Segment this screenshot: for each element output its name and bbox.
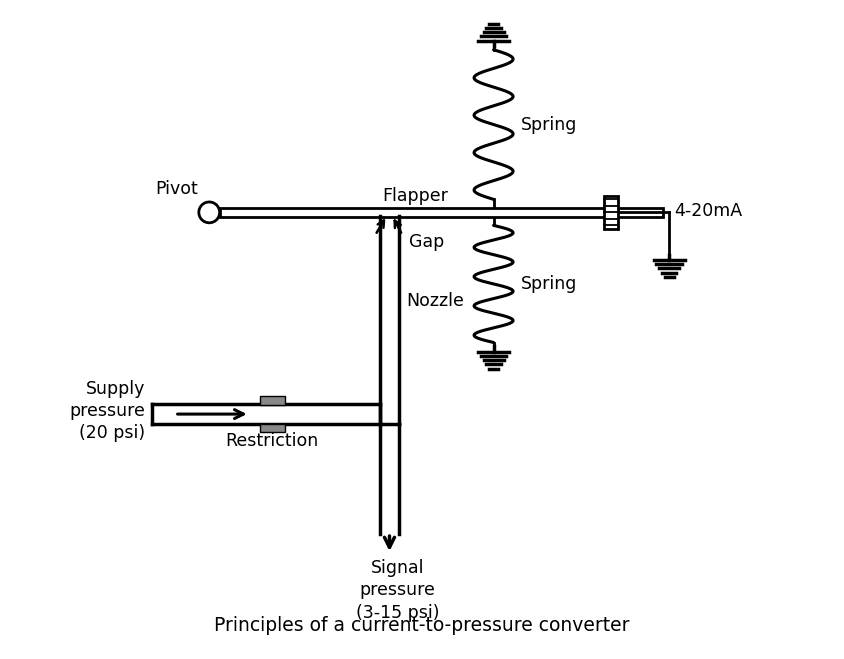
Text: 4-20mA: 4-20mA <box>674 202 743 220</box>
Text: Nozzle: Nozzle <box>406 291 464 310</box>
Bar <box>603 196 618 229</box>
Text: Signal
pressure
(3-15 psi): Signal pressure (3-15 psi) <box>355 559 439 621</box>
Text: Spring: Spring <box>521 115 577 134</box>
Bar <box>260 396 284 405</box>
Text: Flapper: Flapper <box>382 186 448 204</box>
Text: Gap: Gap <box>409 233 444 250</box>
Text: Supply
pressure
(20 psi): Supply pressure (20 psi) <box>69 380 145 442</box>
Bar <box>260 424 284 432</box>
Text: Spring: Spring <box>521 275 577 293</box>
Bar <box>220 208 663 217</box>
Circle shape <box>199 202 219 223</box>
Text: Principles of a current-to-pressure converter: Principles of a current-to-pressure conv… <box>214 616 630 635</box>
Text: Restriction: Restriction <box>225 432 319 449</box>
Text: Pivot: Pivot <box>155 180 198 198</box>
